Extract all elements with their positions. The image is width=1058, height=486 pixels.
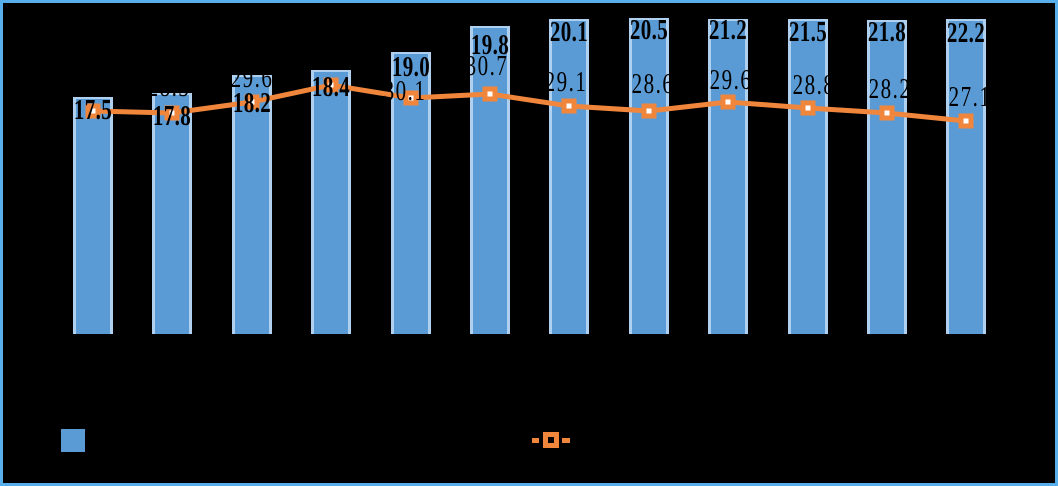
bar-period-8: [629, 18, 669, 334]
bar-value-label-10: 21.5: [788, 17, 828, 48]
bar-value-label-4: 18.4: [311, 72, 351, 103]
line-value-label-5: 30.1: [383, 76, 427, 107]
legend-bar-swatch-icon: [61, 429, 85, 452]
bar-value-label-5: 19.0: [391, 52, 431, 83]
bar-value-label-12: 22.2: [946, 18, 986, 49]
line-value-label-10: 28.8: [792, 70, 836, 101]
legend-line-marker-hole: [548, 437, 554, 443]
bar-period-10: [788, 19, 828, 334]
bar-period-4: [311, 70, 351, 334]
bar-period-12: [946, 19, 986, 334]
line-value-label-3: 29.6: [230, 63, 274, 94]
bar-period-2: [152, 93, 192, 334]
line-value-label-2: 28.3: [147, 72, 191, 103]
bar-value-label-1: 17.5: [73, 95, 113, 126]
legend-line-dash-right-icon: [562, 438, 570, 443]
bar-period-11: [867, 20, 907, 334]
bar-value-label-7: 20.1: [549, 17, 589, 48]
bar-value-label-11: 21.8: [867, 17, 907, 48]
line-value-label-6: 30.7: [465, 51, 509, 82]
legend-line-dash-left-icon: [532, 438, 539, 443]
bar-value-label-2: 17.8: [152, 101, 192, 132]
bar-period-7: [549, 19, 589, 334]
bar-value-label-3: 18.2: [232, 88, 272, 119]
bar-period-1: [73, 97, 113, 334]
line-value-label-11: 28.2: [868, 74, 912, 105]
bar-value-label-8: 20.5: [629, 15, 669, 46]
line-value-label-12: 27.1: [948, 82, 992, 113]
bar-value-label-9: 21.2: [708, 15, 748, 46]
bar-value-label-6: 19.8: [470, 30, 510, 61]
line-value-label-8: 28.6: [631, 69, 675, 100]
bar-period-6: [470, 26, 510, 334]
line-value-label-7: 29.1: [544, 67, 588, 98]
line-value-label-9: 29.6: [709, 65, 753, 96]
bar-period-9: [708, 19, 748, 334]
